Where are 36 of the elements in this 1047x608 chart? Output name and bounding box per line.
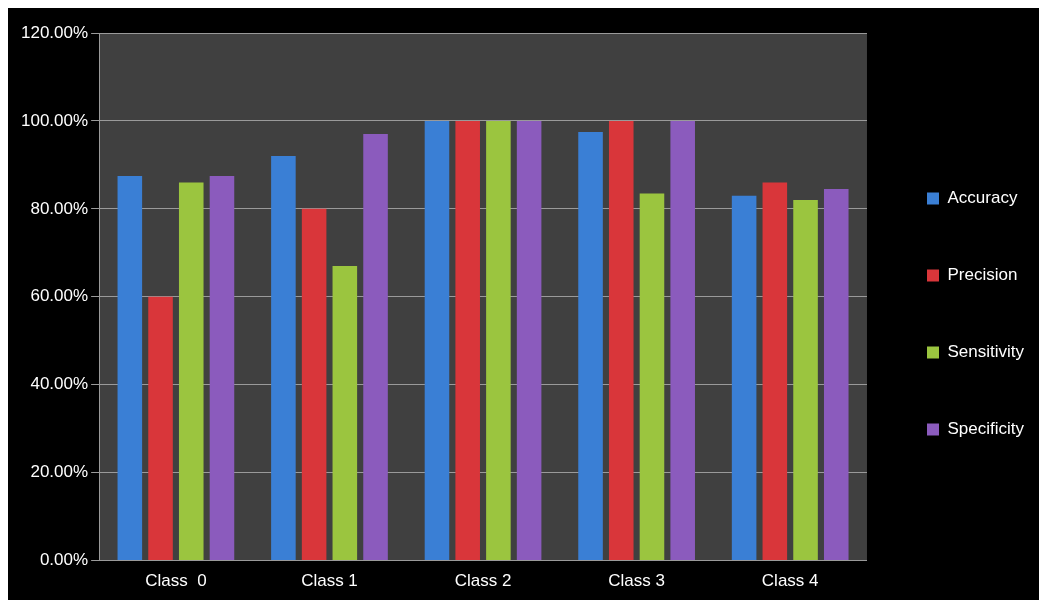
bar [639, 193, 665, 561]
bar [301, 208, 327, 561]
bar [731, 195, 757, 561]
x-tick-label: Class 0 [145, 571, 207, 591]
x-tick-label: Class 4 [761, 571, 819, 591]
x-tick-label: Class 1 [301, 571, 358, 591]
y-tick-label: 40.00% [30, 374, 89, 394]
bar [762, 182, 788, 561]
bar [363, 134, 388, 561]
y-tick-label: 120.00% [20, 22, 89, 42]
x-tick-label: Class 3 [608, 571, 665, 591]
bar [148, 296, 173, 561]
bar [271, 156, 296, 561]
bar [332, 266, 358, 561]
x-tick-label: Class 2 [454, 571, 512, 591]
legend-label: Specificity [947, 419, 1025, 439]
bar [209, 175, 235, 561]
bar [670, 120, 695, 561]
y-tick-label: 100.00% [20, 110, 89, 130]
bar [608, 120, 634, 561]
legend-label: Precision [947, 265, 1018, 285]
bar [424, 120, 450, 561]
y-tick-label: 60.00% [30, 286, 89, 306]
bar [455, 120, 480, 561]
bar [578, 131, 603, 561]
bar [823, 189, 849, 561]
bar [516, 120, 542, 561]
y-tick-label: 20.00% [30, 462, 89, 482]
bar [178, 182, 204, 561]
legend-label: Sensitivity [947, 342, 1025, 362]
bar [793, 200, 818, 561]
y-tick-label: 80.00% [30, 198, 89, 218]
bar [117, 175, 143, 561]
legend-label: Accuracy [947, 188, 1018, 208]
bar [486, 120, 511, 561]
y-tick-label: 0.00% [39, 550, 89, 570]
